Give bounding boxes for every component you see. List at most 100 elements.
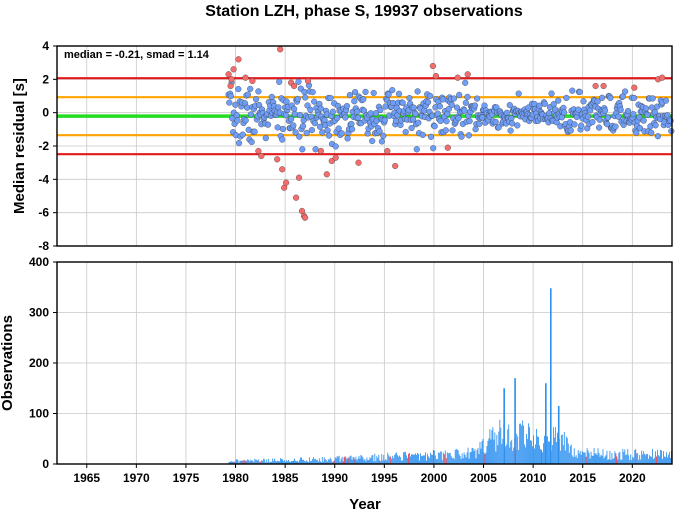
residual-y-tick-label: -6 [38, 206, 49, 220]
residual-point [299, 146, 306, 153]
residual-grid [57, 45, 672, 247]
observation-bar [524, 444, 526, 464]
observation-bar [308, 457, 310, 464]
observation-bar [447, 453, 449, 464]
observation-bar [435, 458, 437, 464]
observation-bar [332, 461, 334, 464]
residual-point [385, 91, 392, 98]
observation-bar [667, 457, 668, 464]
x-tick-label: 1995 [371, 471, 398, 485]
residual-point [332, 143, 339, 150]
residual-point [321, 116, 328, 124]
observation-bar [290, 461, 291, 464]
observation-bar [552, 427, 554, 464]
observation-bar [480, 448, 482, 464]
observation-bar [633, 457, 635, 464]
observation-bar [400, 457, 402, 464]
observation-bar [422, 455, 423, 464]
residual-point [548, 90, 555, 97]
observation-bar [344, 456, 346, 464]
observation-bar [621, 459, 623, 464]
residual-point [617, 106, 624, 113]
residual-point [462, 99, 469, 106]
observation-bar [374, 453, 376, 464]
observation-bar [301, 457, 302, 464]
residual-point [344, 135, 351, 142]
residual-point [474, 95, 481, 102]
observation-bar [363, 460, 365, 464]
observation-bar [312, 457, 314, 464]
residual-outlier-point [301, 214, 309, 221]
residual-point [555, 97, 562, 104]
observation-bar [449, 453, 451, 464]
observation-bar [276, 461, 278, 464]
observation-bar [408, 453, 409, 464]
observation-bar [549, 441, 550, 464]
residual-point [264, 121, 272, 128]
residual-point [317, 105, 324, 112]
observation-peak-bar [557, 405, 560, 464]
x-tick-label: 1970 [123, 471, 150, 485]
residual-point [599, 94, 606, 101]
observation-bar [611, 452, 613, 464]
observation-bar [244, 460, 246, 464]
observation-bar [341, 456, 343, 464]
x-tick-label: 2015 [569, 471, 596, 485]
observation-bar [439, 451, 441, 464]
observation-bar [304, 461, 306, 464]
observation-bar [619, 451, 621, 464]
observation-bar [531, 440, 532, 464]
residual-point [262, 135, 269, 142]
observation-bar [438, 453, 440, 464]
observation-bar [307, 462, 309, 464]
residual-point [507, 127, 514, 134]
residual-point [431, 123, 438, 130]
observation-bar [627, 449, 629, 464]
observation-bar [418, 454, 419, 464]
observation-bar [379, 460, 381, 464]
observation-bar [553, 437, 555, 464]
observation-bar [650, 456, 652, 464]
observation-bar [642, 454, 644, 464]
observation-bar [249, 461, 251, 464]
observation-bar [661, 450, 662, 464]
residual-point [389, 87, 396, 94]
observation-bar [395, 453, 397, 464]
observation-bar [616, 456, 618, 464]
observation-bar [233, 461, 235, 464]
observation-bar [360, 454, 362, 464]
observations-y-tick-label: 0 [42, 457, 49, 471]
residual-point [461, 107, 468, 114]
observation-bar [347, 457, 349, 464]
observation-bar [333, 460, 335, 464]
observation-bar [351, 459, 353, 464]
observation-bar [488, 438, 490, 464]
observation-bar [634, 450, 636, 464]
observation-bar [262, 460, 264, 464]
observation-bar [425, 452, 426, 464]
observation-bar [593, 448, 595, 464]
observation-bar [628, 455, 630, 464]
observation-bar [389, 456, 391, 464]
observation-bar [454, 449, 456, 464]
observations-y-tick-label: 100 [29, 407, 49, 421]
observation-bar [453, 459, 455, 464]
observation-bar [394, 454, 396, 464]
observation-bar [580, 454, 582, 464]
residual-point [311, 98, 318, 105]
residual-point [466, 118, 473, 125]
residual-point [369, 137, 376, 145]
observation-bar [579, 450, 581, 464]
observation-bar [578, 453, 580, 464]
observation-bar [373, 461, 375, 464]
observation-bar [483, 452, 485, 464]
residual-outlier-point [384, 147, 391, 155]
residual-point [531, 100, 538, 108]
observation-bar [248, 460, 250, 464]
observation-bar [455, 448, 457, 464]
observation-bar [603, 458, 605, 464]
residual-point [351, 98, 358, 105]
median-smad-annotation: median = -0.21, smad = 1.14 [64, 49, 210, 61]
residual-outlier-point [432, 72, 439, 80]
residual-point [439, 96, 446, 103]
